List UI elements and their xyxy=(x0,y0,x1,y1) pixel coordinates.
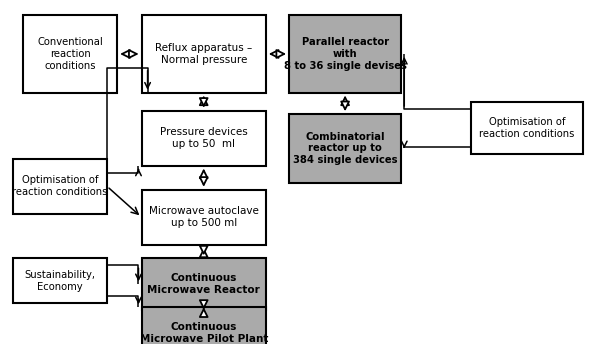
Text: Microwave autoclave
up to 500 ml: Microwave autoclave up to 500 ml xyxy=(149,206,258,228)
Text: Optimisation of
reaction conditions: Optimisation of reaction conditions xyxy=(480,117,575,139)
FancyBboxPatch shape xyxy=(289,15,401,93)
FancyBboxPatch shape xyxy=(13,159,107,214)
Text: Combinatorial
reactor up to
384 single devices: Combinatorial reactor up to 384 single d… xyxy=(293,132,397,165)
FancyBboxPatch shape xyxy=(141,111,266,166)
Text: Conventional
reaction
conditions: Conventional reaction conditions xyxy=(37,37,103,70)
FancyBboxPatch shape xyxy=(471,102,583,154)
FancyBboxPatch shape xyxy=(23,15,117,93)
Text: Continuous
Microwave Pilot Plant: Continuous Microwave Pilot Plant xyxy=(139,322,268,344)
Text: Parallel reactor
with
8 to 36 single devises: Parallel reactor with 8 to 36 single dev… xyxy=(284,37,406,70)
FancyBboxPatch shape xyxy=(141,259,266,310)
Text: Optimisation of
reaction conditions: Optimisation of reaction conditions xyxy=(12,176,107,197)
Text: Sustainability,
Economy: Sustainability, Economy xyxy=(25,270,95,291)
FancyBboxPatch shape xyxy=(141,307,266,347)
Text: Pressure devices
up to 50  ml: Pressure devices up to 50 ml xyxy=(160,127,247,149)
Text: Continuous
Microwave Reactor: Continuous Microwave Reactor xyxy=(147,273,260,295)
FancyBboxPatch shape xyxy=(13,259,107,303)
Text: Reflux apparatus –
Normal pressure: Reflux apparatus – Normal pressure xyxy=(155,43,252,65)
FancyBboxPatch shape xyxy=(141,15,266,93)
FancyBboxPatch shape xyxy=(289,114,401,183)
FancyBboxPatch shape xyxy=(141,190,266,245)
